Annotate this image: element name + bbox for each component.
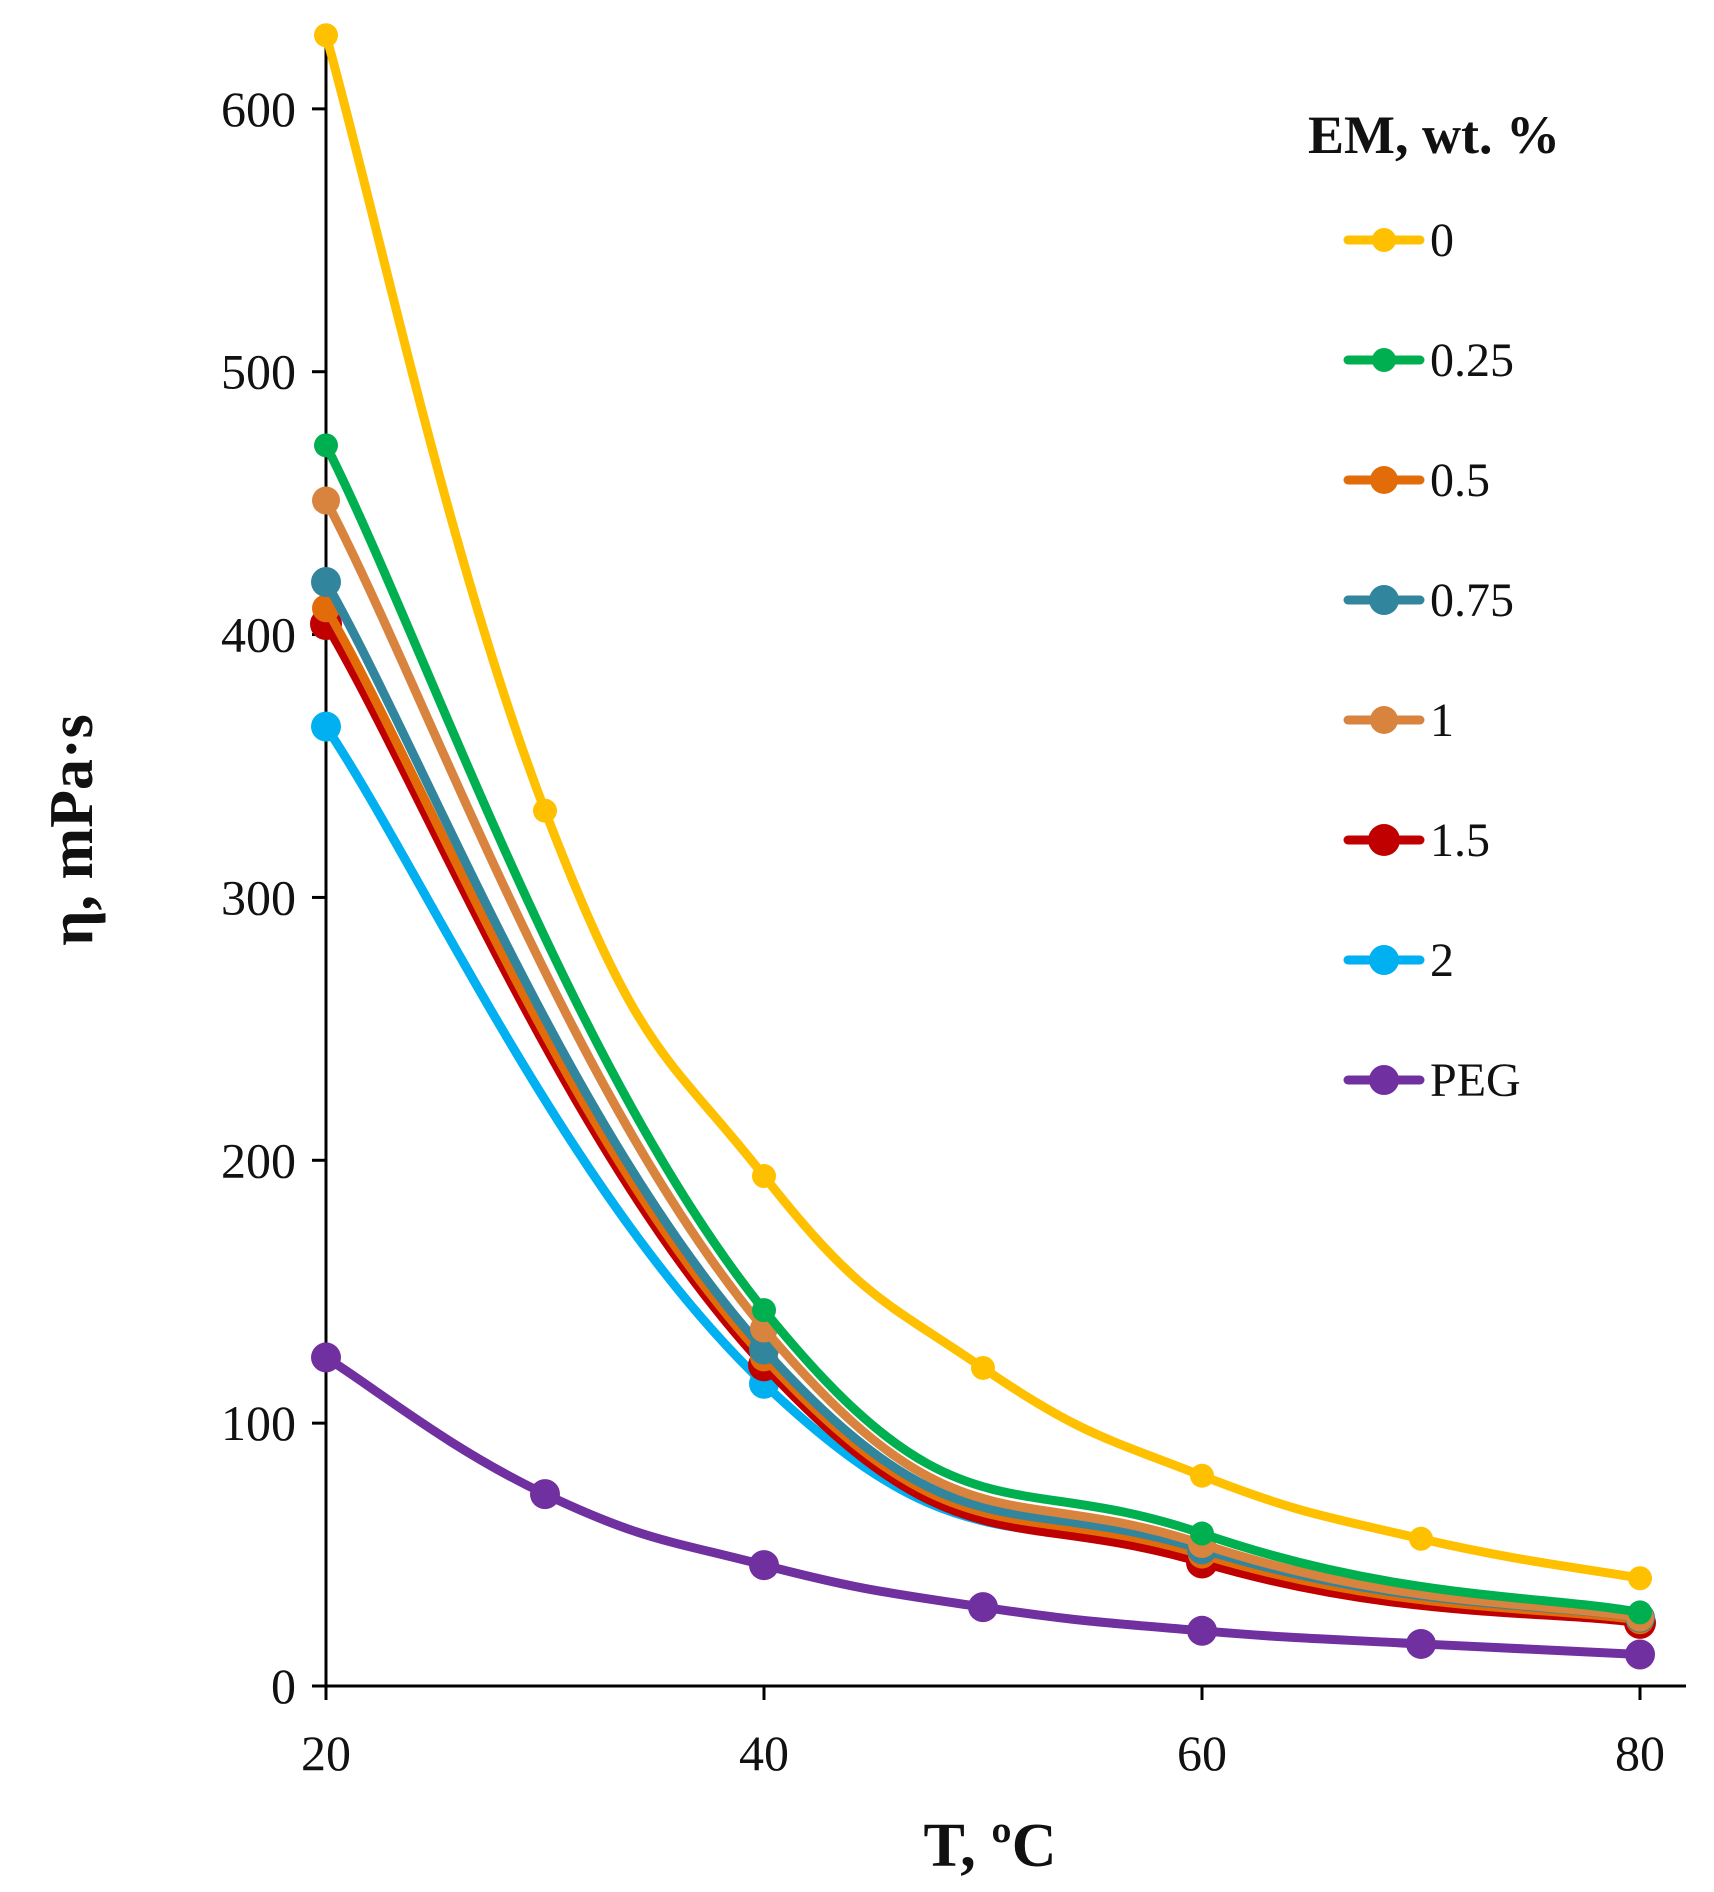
series-0-point <box>314 23 338 48</box>
legend-item-0-75: 0.75 <box>1343 574 1514 627</box>
series-1-line <box>321 496 1645 1623</box>
x-tick-label: 40 <box>739 1725 789 1781</box>
series-peg-point <box>968 1592 998 1623</box>
series-2-point <box>311 711 341 742</box>
series-0-point <box>971 1355 995 1380</box>
series-0-line <box>321 30 1645 1583</box>
y-tick-label: 400 <box>221 607 296 663</box>
series-0-25-point <box>1190 1521 1214 1546</box>
x-tick-label: 60 <box>1177 1725 1227 1781</box>
series-0-point <box>1190 1463 1214 1488</box>
legend-swatch-marker <box>1369 945 1399 975</box>
series-0-point <box>1628 1566 1652 1591</box>
legend-swatch-marker <box>1369 1065 1399 1095</box>
series-peg-point <box>749 1550 779 1581</box>
legend-swatch-marker <box>1372 348 1396 372</box>
legend-label: 0.5 <box>1430 454 1490 507</box>
legend-item-0-25: 0.25 <box>1343 334 1514 387</box>
series-0-point <box>1409 1526 1433 1551</box>
series-0-25-line <box>321 440 1645 1617</box>
series-peg-point <box>1625 1639 1655 1670</box>
legend-item-2: 2 <box>1343 934 1454 987</box>
legend-label: 0.75 <box>1430 574 1514 627</box>
y-tick-label: 200 <box>221 1132 296 1188</box>
legend-label: 2 <box>1430 934 1454 987</box>
legend-swatch-marker <box>1370 706 1398 734</box>
legend-swatch-marker <box>1370 466 1398 494</box>
series-0 <box>314 23 1652 1591</box>
legend-label: 0.25 <box>1430 334 1514 387</box>
y-tick-label: 300 <box>221 869 296 925</box>
x-tick-label: 20 <box>301 1725 351 1781</box>
legend: EM, wt. % 0 0.25 0.5 0.75 1 1.5 2 PEG <box>1308 105 1560 1107</box>
series-0-point <box>752 1164 776 1189</box>
legend-swatch-marker <box>1368 824 1400 856</box>
y-axis-title: η, mPa·s <box>38 714 106 946</box>
series-peg <box>311 1342 1655 1670</box>
x-tick-label: 80 <box>1615 1725 1665 1781</box>
legend-item-peg: PEG <box>1343 1054 1521 1107</box>
legend-label: 1.5 <box>1430 814 1490 867</box>
series-0-25 <box>314 433 1652 1625</box>
series-0-25-point <box>314 433 338 458</box>
legend-label: 1 <box>1430 694 1454 747</box>
series-0-75-point <box>311 567 341 597</box>
legend-item-1-5: 1.5 <box>1343 814 1490 867</box>
legend-item-0: 0 <box>1343 214 1454 267</box>
y-tick-label: 600 <box>221 81 296 137</box>
series-0-25-point <box>1628 1600 1652 1625</box>
legend-label: 0 <box>1430 214 1454 267</box>
legend-label: PEG <box>1430 1054 1521 1107</box>
y-tick-label: 500 <box>221 344 296 400</box>
legend-swatch-marker <box>1372 228 1396 252</box>
series-peg-point <box>530 1479 560 1510</box>
series-peg-point <box>1406 1628 1436 1659</box>
series-0-25-point <box>752 1298 776 1323</box>
legend-item-1: 1 <box>1343 694 1454 747</box>
legend-swatch-marker <box>1369 585 1399 615</box>
legend-title: EM, wt. % <box>1308 105 1560 165</box>
series-0-point <box>533 798 557 823</box>
y-tick-label: 100 <box>221 1395 296 1451</box>
series-peg-point <box>311 1342 341 1373</box>
series-layer <box>310 23 1656 1670</box>
series-1-5-line <box>321 619 1645 1628</box>
series-1-point <box>312 486 340 515</box>
x-axis-title: T, ºC <box>924 1812 1057 1880</box>
y-tick-label: 0 <box>271 1658 296 1714</box>
legend-item-0-5: 0.5 <box>1343 454 1490 507</box>
series-peg-point <box>1187 1615 1217 1646</box>
